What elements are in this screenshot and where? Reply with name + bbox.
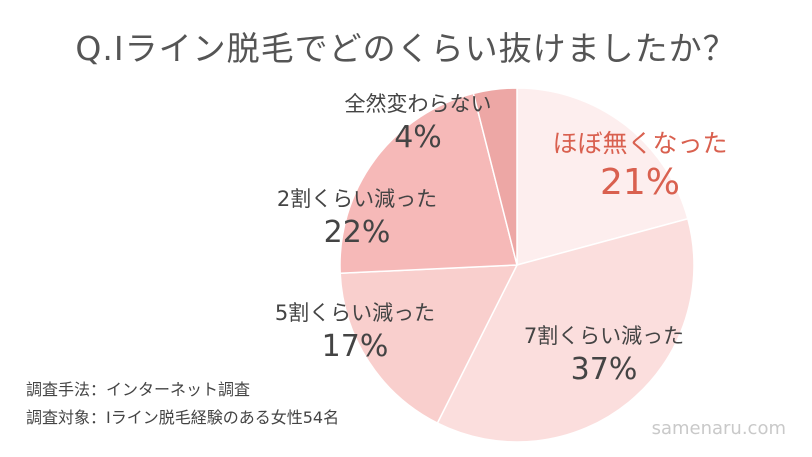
slice-label: 全然変わらない: [345, 92, 492, 116]
slice-label: 2割くらい減った: [277, 187, 437, 211]
slice-label: 7割くらい減った: [524, 324, 684, 348]
slice-value: 21%: [600, 162, 680, 203]
slice-value: 4%: [394, 120, 442, 155]
pie-slice: [339, 92, 518, 275]
chart-title: Q.Iライン脱毛でどのくらい抜けましたか？: [75, 29, 737, 68]
pie-slice: [339, 264, 519, 425]
pie-slice: [472, 87, 518, 266]
slice-value: 37%: [571, 352, 638, 387]
slice-label: 5割くらい減った: [275, 301, 435, 325]
slice-value: 22%: [324, 215, 391, 250]
survey-method: 調査手法：インターネット調査: [26, 380, 251, 399]
pie-slice: [436, 217, 695, 443]
watermark: samenaru.com: [651, 418, 786, 439]
pie-slice: [516, 87, 689, 266]
slice-value: 17%: [322, 329, 389, 364]
slice-label: ほぼ無くなった: [552, 129, 727, 158]
survey-target: 調査対象：Iライン脱毛経験のある女性54名: [26, 408, 340, 427]
